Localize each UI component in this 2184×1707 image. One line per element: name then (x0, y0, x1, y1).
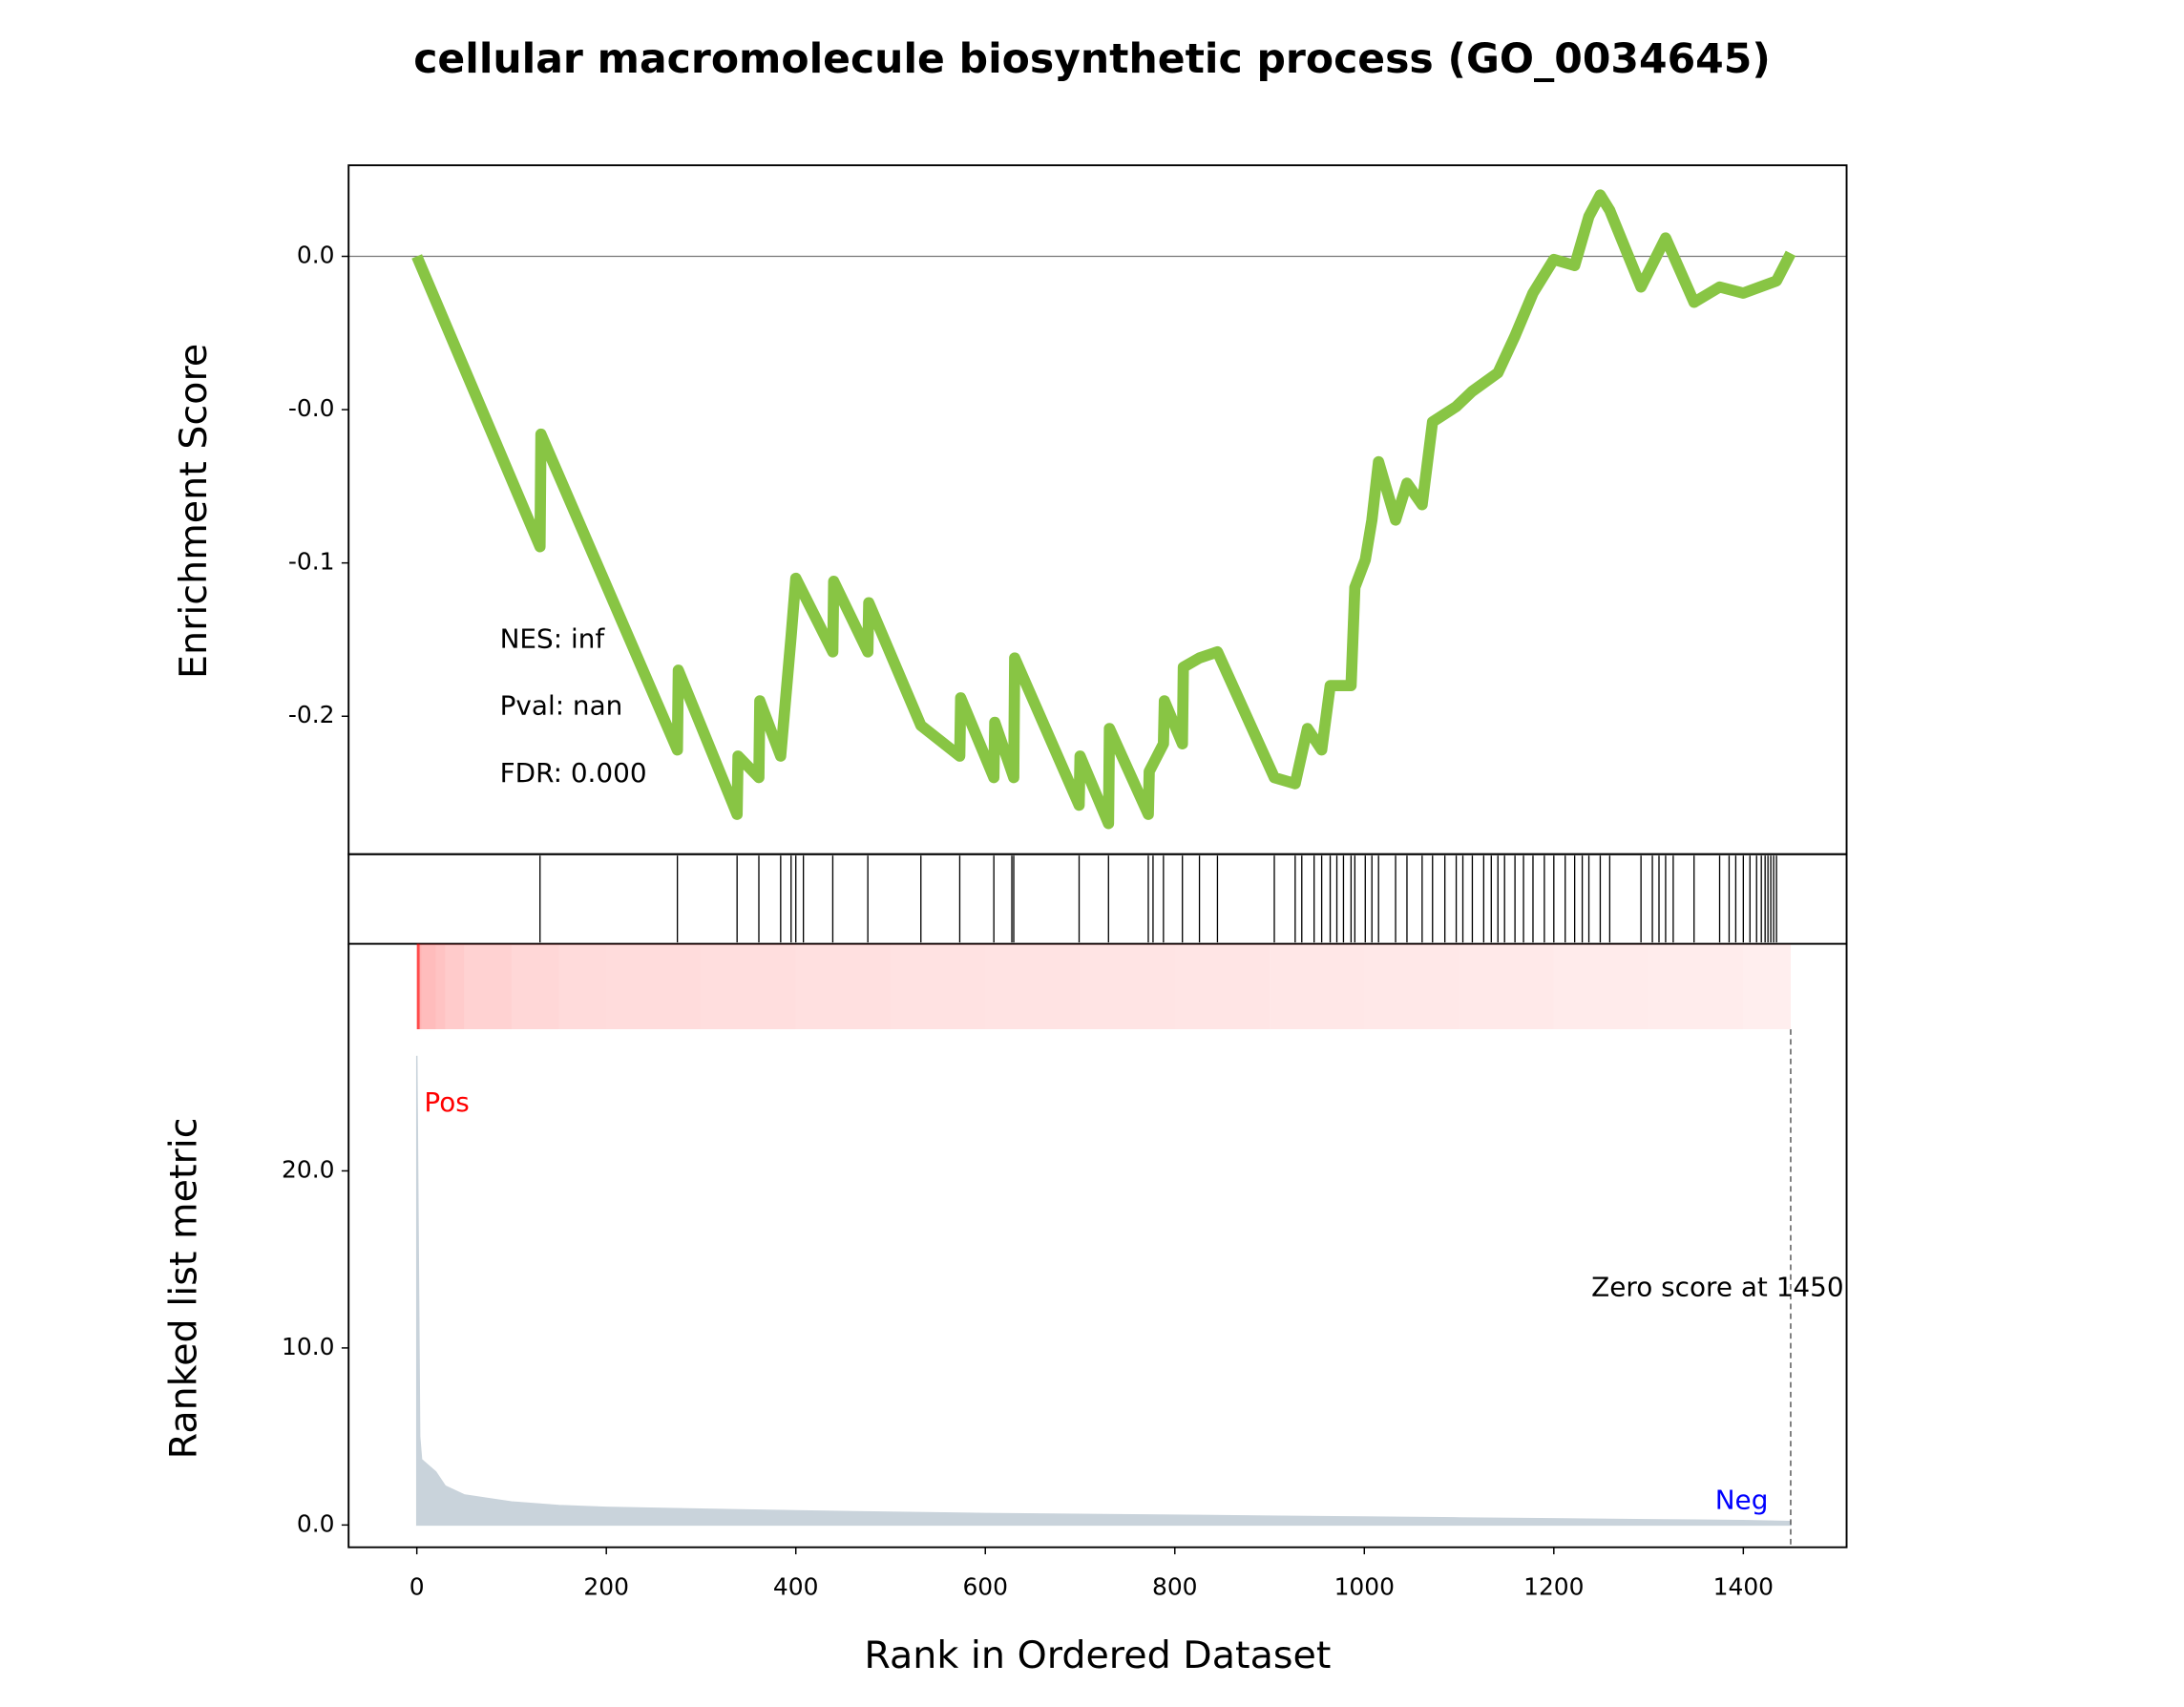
chart-title: cellular macromolecule biosynthetic proc… (413, 36, 1771, 83)
x-tick-label: 600 (962, 1573, 1008, 1601)
x-tick-label: 0 (410, 1573, 425, 1601)
heatmap-cell (606, 943, 702, 1030)
heatmap-cell (1364, 943, 1460, 1030)
heatmap-cell (419, 943, 422, 1030)
heatmap-cell (1459, 943, 1554, 1030)
metric-area (415, 1055, 1792, 1527)
y-tick-label: 0.0 (297, 1509, 335, 1537)
x-tick-label: 800 (1152, 1573, 1198, 1601)
heatmap-cell (985, 943, 1081, 1030)
annotation: NES: inf (500, 622, 606, 654)
y-tick-label: -0.1 (288, 548, 335, 576)
heatmap-cell (421, 943, 436, 1030)
metric-frame (347, 943, 1848, 1549)
heatmap-cell (435, 943, 446, 1030)
heatmap-cell (416, 943, 420, 1030)
annotation: Pval: nan (500, 690, 623, 722)
annotation: FDR: 0.000 (500, 757, 647, 789)
heatmap-cell (558, 943, 607, 1030)
heatmap-cell (1080, 943, 1175, 1030)
heatmap-cell (445, 943, 465, 1030)
x-tick-label: 1400 (1713, 1573, 1774, 1601)
heatmap-cell (1743, 943, 1791, 1030)
heatmap-cell (1648, 943, 1744, 1030)
zero-score-label: Zero score at 1450 (1591, 1271, 1843, 1302)
x-tick-label: 1000 (1334, 1573, 1395, 1601)
heatmap-cell (464, 943, 512, 1030)
pos-label: Pos (424, 1086, 469, 1118)
heatmap-cell (1174, 943, 1270, 1030)
x-tick-label: 1200 (1523, 1573, 1584, 1601)
y-tick-label: -0.0 (288, 394, 335, 422)
heatmap-cell (701, 943, 796, 1030)
heatmap-cell (1270, 943, 1365, 1030)
heatmap-cell (795, 943, 891, 1030)
es-line (411, 189, 1796, 830)
x-tick-label: 400 (773, 1573, 819, 1601)
hits-frame (347, 853, 1848, 945)
heatmap-cell (890, 943, 986, 1030)
y-axis-label: Ranked list metric (162, 1117, 206, 1459)
heatmap-cell (1553, 943, 1649, 1030)
x-tick-label: 200 (583, 1573, 629, 1601)
neg-label: Neg (1715, 1484, 1769, 1515)
y-tick-label: -0.2 (288, 701, 335, 728)
heatmap-cell (511, 943, 559, 1030)
y-axis-label: Enrichment Score (172, 344, 216, 679)
y-tick-label: 10.0 (282, 1333, 335, 1360)
y-tick-label: 0.0 (297, 242, 335, 269)
y-tick-label: 20.0 (282, 1155, 335, 1183)
x-axis-label: Rank in Ordered Dataset (864, 1633, 1331, 1677)
